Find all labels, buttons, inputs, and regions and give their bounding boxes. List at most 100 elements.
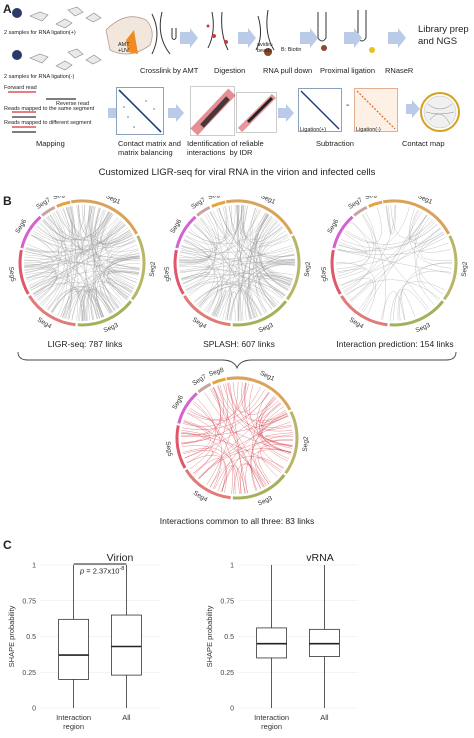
circos-link [181,420,210,435]
circos-link [88,205,136,287]
circos-link [47,205,93,310]
segment-arc-seg3 [77,300,133,327]
circos-link [184,400,279,459]
segment-label-seg2: Seg2 [149,261,157,277]
circos-link [194,383,229,475]
circos-link [419,263,453,301]
x-tick-label: Interaction [56,713,91,722]
circos-link [55,211,110,238]
y-tick-label: 0.5 [26,634,36,641]
segment-arc-seg2 [285,235,301,301]
circos-link [62,208,122,306]
segment-label-seg4: Seg4 [348,316,365,330]
label-lig-plus: Ligation(+) [300,127,327,133]
caption-crosslink: Crosslink by AMT [140,66,199,75]
circos-link [238,214,270,322]
circos-link [24,209,104,267]
box-body [111,614,142,676]
circos-link [45,206,73,309]
x-tick-label: region [261,722,282,731]
segment-arc-seg1 [382,199,451,235]
boxplot-chart-1: SHAPE probability 0 0.25 0.5 0.75 1 Interactio… [7,563,160,731]
contact-map-thumbnail [406,92,460,132]
segment-arc-seg4 [340,295,388,327]
circos-link [183,239,223,318]
circos-link [186,412,264,488]
segment-label-seg8: Seg8 [52,196,69,201]
y-tick-label: 1 [230,563,234,570]
circos-link [181,245,286,295]
circos-link [390,281,446,321]
circos-link [187,281,219,313]
circos-link [31,234,72,320]
p-value-symbol: p [80,566,85,576]
circos-link [248,214,269,318]
circos-link [195,206,227,240]
circos-link [248,216,273,319]
label-amt-uv: AMT +UV [118,42,130,54]
circos-link [94,207,125,303]
circos-link [101,213,139,253]
segment-arc-seg5 [18,249,30,295]
x-tick-label: Interaction [254,713,289,722]
grouping-brace [17,351,457,370]
circos-link [182,382,246,427]
y-tick-label: 0.25 [22,670,36,677]
circos-link [352,222,430,310]
circos-link [107,277,133,293]
circos-link [260,440,294,477]
circos-link [221,434,293,492]
circos-link [350,227,441,303]
circos-link [181,433,283,472]
arrow-icon [388,28,406,48]
segment-label-seg2: Seg2 [302,436,310,452]
segment-arc-seg6 [175,215,197,249]
circos-link [380,291,405,321]
circos-links [178,204,296,322]
circos-link [362,213,386,320]
circos-link [67,206,79,321]
circos-link [345,207,382,244]
segment-arc-seg1 [226,376,292,411]
minus-sign: - [346,100,350,111]
x-tick-label: All [320,713,329,722]
circos-link [232,382,293,447]
label-forward-read: Forward read [4,85,37,91]
circos-link [25,223,125,278]
circos-link [181,273,285,296]
circos-link [263,274,291,287]
circos-link [336,231,444,270]
sample-dot-plus [12,8,22,18]
circos-link [227,382,266,413]
circos-link [34,282,119,309]
label-avidin: avidin- beads [257,42,274,54]
circos-link [25,224,127,253]
circos-link [90,206,120,308]
circos-link [399,262,453,321]
segment-arc-seg6 [332,215,354,249]
segment-label-seg6: Seg6 [14,218,28,235]
circos-link [249,384,293,449]
segment-arc-seg5 [330,249,342,295]
circos-link [181,431,240,494]
circos-link [92,206,133,245]
circos-link [200,206,229,238]
circos-link [178,241,210,264]
circos-link [181,445,246,494]
circos-link [71,289,110,321]
circos-link [90,205,133,292]
circos-link [252,395,275,487]
circos-link [180,251,296,266]
panel-a-letter: A [3,2,12,16]
circos-link [24,256,140,267]
circos-link [221,465,242,494]
segment-label-seg3: Seg3 [257,495,274,508]
circos-link [186,387,221,463]
circos-link [181,271,210,284]
contact-matrix-thumbnail [116,87,164,135]
circos-link [250,411,287,491]
circos-link [107,270,140,299]
segment-arc-seg8 [368,200,383,208]
circos-link [180,415,289,437]
process-arrows-top [180,28,406,48]
